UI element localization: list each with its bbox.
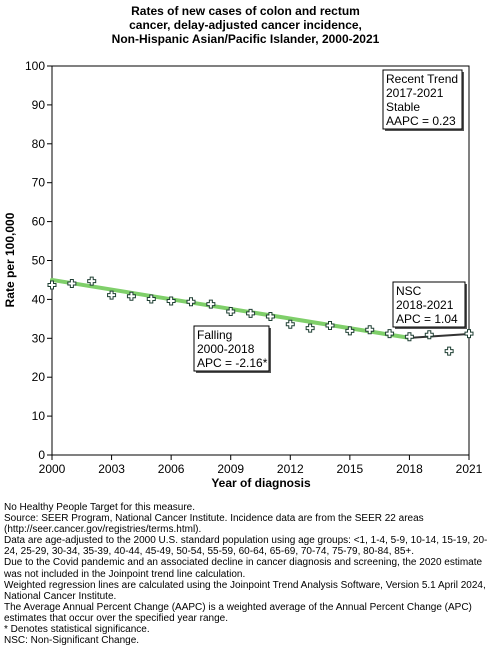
- axes: 0 10 20 30 40 50 60 70 80 90 100 2000 2003 2006 2009 20…: [25, 59, 483, 476]
- annotation-text: APC = 1.04: [396, 312, 458, 326]
- annotation-box: [193, 325, 270, 372]
- observed-point: [126, 291, 136, 301]
- y-tick-label: 100: [25, 59, 45, 73]
- observed-point: [186, 297, 196, 307]
- observed-point: [325, 320, 335, 330]
- observed-point: [444, 346, 454, 356]
- footnote-regression: Weighted regression lines are calculated…: [4, 579, 486, 602]
- observed-point: [305, 323, 315, 333]
- footnote-nsc: NSC: Non-Significant Change.: [4, 635, 140, 646]
- annotation-text: 2000-2018: [197, 342, 255, 356]
- trend-line-nsc: [408, 333, 470, 339]
- chart-title-line-1: Rates of new cases of colon and rectum: [131, 4, 360, 18]
- y-axis-title: Rate per 100,000: [3, 212, 17, 307]
- y-tick-label: 30: [32, 331, 46, 345]
- y-tick-label: 40: [32, 292, 46, 306]
- footnote-healthy-people: No Healthy People Target for this measur…: [4, 502, 196, 513]
- annotation-text: NSC: [396, 284, 422, 298]
- observed-point: [265, 312, 275, 322]
- chart-title-line-3: Non-Hispanic Asian/Pacific Islander, 200…: [111, 32, 380, 46]
- x-tick-label: 2021: [456, 462, 483, 476]
- observed-point: [424, 330, 434, 340]
- observed-point: [246, 308, 256, 318]
- observed-point: [285, 319, 295, 329]
- annotation-text: APC = -2.16*: [197, 356, 268, 370]
- y-tick-label: 0: [38, 448, 45, 462]
- annotation-text: Stable: [386, 100, 420, 114]
- footnote-age-adjustment: Data are age-adjusted to the 2000 U.S. s…: [4, 535, 488, 558]
- observed-point: [345, 326, 355, 336]
- annotation-box: [382, 69, 463, 130]
- observed-point: [107, 290, 117, 300]
- observed-point: [226, 306, 236, 316]
- observed-point: [385, 329, 395, 339]
- trend-chart: 0 10 20 30 40 50 60 70 80 90 100 2000 2003 2006 2009 20…: [3, 59, 483, 490]
- y-tick-label: 70: [32, 176, 46, 190]
- observed-point: [47, 280, 57, 290]
- annotation-text: AAPC = 0.23: [386, 114, 456, 128]
- observed-point: [166, 296, 176, 306]
- footnote-significance: * Denotes statistical significance.: [4, 624, 150, 636]
- y-tick-label: 10: [32, 409, 46, 423]
- x-tick-label: 2009: [217, 462, 244, 476]
- observed-point: [146, 294, 156, 304]
- chart-title-line-2: cancer, delay-adjusted cancer incidence,: [129, 18, 362, 32]
- chart-title: Rates of new cases of colon and rectum c…: [0, 4, 491, 46]
- x-tick-label: 2015: [337, 462, 364, 476]
- annotation-text: Recent Trend: [386, 72, 458, 86]
- y-tick-label: 80: [32, 137, 46, 151]
- footnote-aapc: The Average Annual Percent Change (AAPC)…: [4, 601, 472, 624]
- x-tick-label: 2012: [277, 462, 304, 476]
- x-tick-label: 2018: [396, 462, 423, 476]
- observed-point: [87, 276, 97, 286]
- y-tick-label: 60: [32, 215, 46, 229]
- observed-point: [404, 332, 414, 342]
- observed-point: [206, 299, 216, 309]
- footnote-covid: Due to the Covid pandemic and an associa…: [4, 557, 483, 580]
- annotation-box: [392, 281, 466, 328]
- y-tick-label: 90: [32, 98, 46, 112]
- footnotes: No Healthy People Target for this measur…: [4, 502, 489, 646]
- x-tick-label: 2006: [158, 462, 185, 476]
- x-tick-label: 2003: [98, 462, 125, 476]
- annotation-text: 2018-2021: [396, 298, 454, 312]
- y-tick-label: 20: [32, 370, 46, 384]
- observed-points: [47, 276, 474, 356]
- observed-point: [365, 325, 375, 335]
- y-tick-label: 50: [32, 254, 46, 268]
- observed-point: [67, 278, 77, 288]
- footnote-source: Source: SEER Program, National Cancer In…: [4, 513, 424, 536]
- x-tick-label: 2000: [39, 462, 66, 476]
- x-axis-title: Year of diagnosis: [211, 476, 311, 490]
- annotation-text: Falling: [197, 328, 232, 342]
- annotation-text: 2017-2021: [386, 86, 444, 100]
- observed-point: [464, 329, 474, 339]
